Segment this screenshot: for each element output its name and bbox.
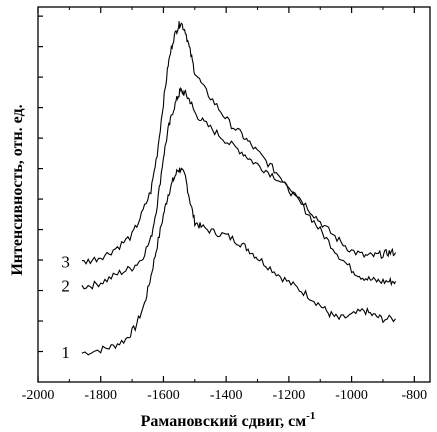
x-tick-label: -800 [401, 388, 427, 403]
series-label-3: 3 [61, 253, 70, 272]
x-tick-label: -2000 [22, 388, 55, 403]
series-label-1: 1 [61, 343, 70, 362]
x-axis-title: Рамановский сдвиг, см-1 [141, 410, 316, 430]
series-line-2 [81, 86, 396, 290]
series-layer [81, 21, 396, 356]
x-tick-label: -1000 [335, 388, 368, 403]
x-axis-ticks: -2000 -1800 -1600 -1400 -1200 -1000 -800 [22, 7, 427, 403]
plot-frame [37, 6, 431, 383]
y-axis-title: Интенсивность, отн. ед. [9, 104, 26, 275]
x-tick-label: -1600 [147, 388, 180, 403]
x-tick-label: -1400 [210, 388, 243, 403]
x-tick-label: -1800 [84, 388, 117, 403]
series-line-3 [81, 21, 396, 265]
series-line-1 [81, 167, 396, 356]
plot-border [37, 6, 431, 383]
series-label-layer: 1 2 3 [61, 253, 70, 362]
x-tick-label: -1200 [273, 388, 306, 403]
series-label-2: 2 [61, 277, 70, 296]
x-axis-title-superscript: -1 [306, 410, 315, 422]
y-axis-ticks [38, 15, 43, 353]
